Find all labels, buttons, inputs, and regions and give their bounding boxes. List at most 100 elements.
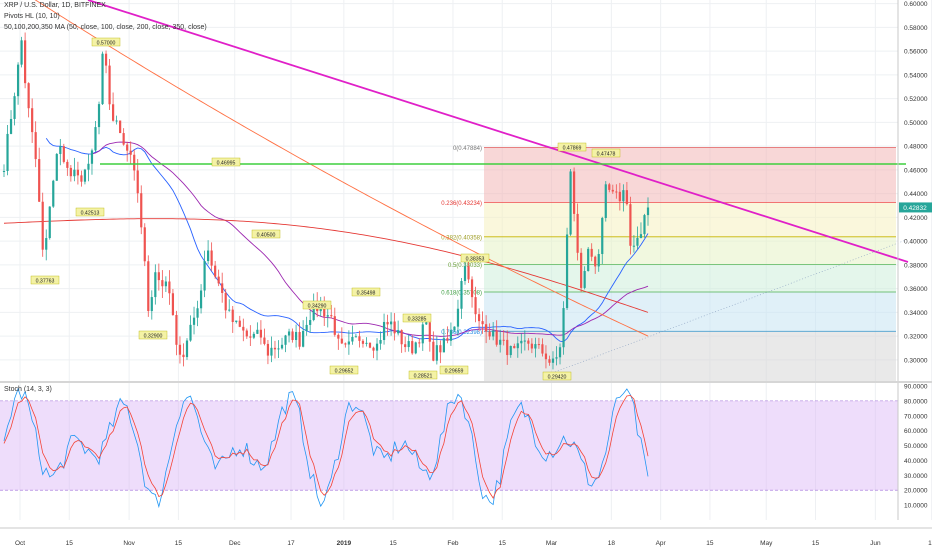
candle-body <box>432 341 435 361</box>
pivot-label: 0.40500 <box>257 233 276 239</box>
candle-body <box>565 234 569 309</box>
candle-body <box>555 357 558 359</box>
candle-body <box>463 266 467 281</box>
candle-body <box>189 324 192 341</box>
candle-body <box>133 154 136 171</box>
candle-body <box>150 297 153 312</box>
price-tick-label: 0.48000 <box>904 144 928 151</box>
candle-body <box>178 344 182 355</box>
candle-body <box>365 342 368 344</box>
candle-body <box>108 65 111 105</box>
candle-body <box>481 321 484 325</box>
candle-body <box>632 245 636 247</box>
candle-body <box>530 343 533 349</box>
candle-body <box>309 320 312 325</box>
candle-body <box>192 317 196 325</box>
candle-body <box>372 347 375 351</box>
pivot-label-box <box>591 148 621 158</box>
fib-zone <box>484 202 896 237</box>
candle-body <box>488 331 491 337</box>
pivots-legend[interactable]: Pivots HL (10, 10) <box>4 13 60 20</box>
candle-body <box>298 331 301 347</box>
stoch-tick-label: 90.0000 <box>904 383 928 390</box>
candle-body <box>31 108 34 133</box>
candle-body <box>34 132 37 160</box>
pivot-label: 0.34290 <box>308 304 327 310</box>
candle-body <box>256 329 259 334</box>
candle-body <box>407 341 410 348</box>
candle-body <box>520 340 523 344</box>
fib-zone <box>484 292 896 332</box>
candle-body <box>210 250 213 266</box>
candle-body <box>228 309 231 311</box>
candle-body <box>551 358 555 363</box>
candle-body <box>291 331 294 341</box>
pane-separator[interactable] <box>0 381 932 383</box>
candle-body <box>587 248 590 271</box>
pivot-label-box <box>460 253 490 263</box>
candle-body <box>414 342 417 354</box>
ma-legend[interactable]: 50,100,200,350 MA (50, close, 100, close… <box>4 24 207 31</box>
candle-body <box>87 163 90 170</box>
candle-body <box>16 64 20 97</box>
stoch-legend[interactable]: Stoch (14, 3, 3) <box>4 386 52 393</box>
price-tick-label: 0.38000 <box>904 262 928 269</box>
symbol-legend[interactable]: XRP / U.S. Dollar, 1D, BITFINEX <box>4 2 106 9</box>
candle-body <box>270 347 273 356</box>
candle-body <box>182 354 185 358</box>
candle-body <box>390 321 393 325</box>
candle-body <box>249 336 252 338</box>
candle-body <box>428 322 431 342</box>
candle-body <box>639 234 643 238</box>
rising-support-line <box>554 239 907 373</box>
candle-body <box>646 207 650 216</box>
candle-body <box>273 347 277 350</box>
price-tick-label: 0.58000 <box>904 25 928 32</box>
candle-body <box>52 180 55 207</box>
fib-level-label: 0(0.47884) <box>453 146 482 152</box>
candle-body <box>323 306 326 317</box>
candle-body <box>154 272 157 298</box>
candle-body <box>59 146 62 155</box>
fib-zone <box>484 147 896 203</box>
candle-body <box>73 169 76 177</box>
candle-body <box>217 276 220 284</box>
candle-body <box>502 339 505 341</box>
candle-body <box>421 324 424 344</box>
candle-body <box>597 254 600 267</box>
price-tick-label: 0.34000 <box>904 310 928 317</box>
ma-50-line <box>45 137 649 343</box>
candle-body <box>62 146 65 162</box>
candle-body <box>340 338 343 344</box>
candle-body <box>27 83 30 109</box>
candle-body <box>245 330 248 337</box>
pivot-label: 0.47869 <box>563 146 582 152</box>
candle-body <box>351 336 354 342</box>
pivot-label: 0.28521 <box>414 374 433 380</box>
price-tick-label: 0.60000 <box>904 1 928 8</box>
candle-body <box>604 184 607 218</box>
candle-body <box>101 53 104 105</box>
pivot-label-box <box>351 287 381 297</box>
candle-body <box>122 133 125 145</box>
ma-200-line <box>3 218 649 313</box>
candle-body <box>175 314 178 345</box>
candle-body <box>207 250 210 262</box>
candle-body <box>569 171 572 235</box>
candle-body <box>129 150 132 155</box>
pivot-label: 0.47478 <box>597 152 616 158</box>
candle-body <box>618 191 621 202</box>
pivot-label: 0.38353 <box>466 257 485 263</box>
price-tick-label: 0.44000 <box>904 191 928 198</box>
candle-body <box>337 334 340 339</box>
pivot-label: 0.29652 <box>335 369 354 375</box>
time-tick-label: 17 <box>928 540 932 547</box>
time-tick-label: May <box>760 540 773 547</box>
candle-body <box>196 308 199 318</box>
pivot-label: 0.29420 <box>548 375 567 381</box>
pivot-label: 0.35498 <box>357 291 376 297</box>
candle-body <box>386 321 389 325</box>
candle-body <box>45 238 48 250</box>
moving-averages <box>3 0 649 343</box>
